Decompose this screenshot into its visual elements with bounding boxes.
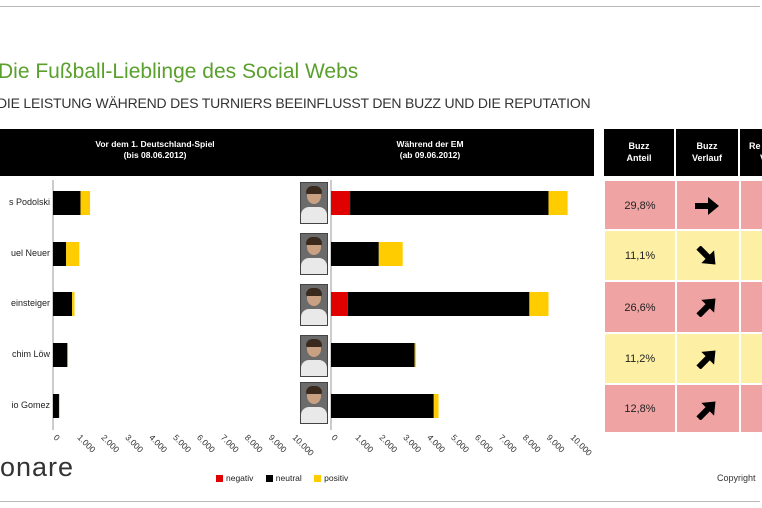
slide-frame — [0, 6, 760, 502]
reputation-cell — [740, 230, 762, 281]
column-header-buzz-share: Buzz Anteil — [604, 129, 674, 176]
player-name: chim Löw — [11, 349, 50, 359]
buzz-share-cell: 26,6% — [604, 281, 676, 333]
column-header-line2: Anteil — [626, 153, 652, 163]
buzz-share-cell: 11,1% — [604, 230, 676, 281]
column-header-line1: Re — [749, 141, 761, 151]
player-name: uel Neuer — [10, 248, 50, 258]
column-header-line1: Buzz — [696, 141, 718, 151]
legend-item-negativ: negativ — [216, 473, 253, 483]
buzz-trend-cell — [676, 180, 740, 230]
page-subtitle: DIE LEISTUNG WÄHREND DES TURNIERS BEEINF… — [0, 95, 591, 111]
player-name: io Gomez — [11, 400, 50, 410]
right-arrow-icon — [695, 197, 719, 215]
player-photo — [300, 335, 328, 377]
legend-item-neutral: neutral — [265, 473, 302, 483]
panel-left-header-line2: (bis 08.06.2012) — [123, 150, 187, 160]
buzz-share-cell: 11,2% — [604, 333, 676, 384]
up-right-arrow-icon — [696, 401, 716, 420]
player-name: s Podolski — [8, 197, 50, 207]
legend: negativ neutral positiv — [216, 473, 358, 483]
column-header-buzz-trend: Buzz Verlauf — [676, 129, 738, 176]
panel-right-header-line1: Während der EM — [396, 139, 464, 149]
copyright-text: Copyright — [717, 473, 756, 483]
panel-left-header-line1: Vor dem 1. Deutschland-Spiel — [95, 139, 215, 149]
reputation-cell — [740, 180, 762, 230]
column-header-line1: Buzz — [628, 141, 650, 151]
buzz-share-cell: 12,8% — [604, 384, 676, 433]
buzz-share-cell: 29,8% — [604, 180, 676, 230]
legend-label: positiv — [324, 473, 349, 483]
reputation-cell — [740, 384, 762, 433]
down-right-arrow-icon — [696, 246, 716, 265]
column-header-reputation: Re V — [740, 129, 762, 176]
buzz-trend-cell — [676, 333, 740, 384]
up-right-arrow-icon — [696, 298, 716, 317]
page-title: Die Fußball-Lieblinge des Social Webs — [0, 60, 359, 83]
buzz-trend-cell — [676, 384, 740, 433]
player-photo — [300, 284, 328, 326]
chart-header-bar: Vor dem 1. Deutschland-Spiel (bis 08.06.… — [0, 129, 594, 176]
legend-item-positiv: positiv — [314, 473, 348, 483]
up-right-arrow-icon — [696, 350, 716, 369]
company-logo-text: onare — [0, 452, 75, 482]
buzz-trend-cell — [676, 281, 740, 333]
reputation-cell — [740, 281, 762, 333]
legend-swatch — [265, 475, 273, 483]
player-photo — [300, 182, 328, 224]
legend-swatch — [314, 475, 322, 483]
panel-left-header: Vor dem 1. Deutschland-Spiel (bis 08.06.… — [60, 139, 250, 161]
legend-label: negativ — [226, 473, 254, 483]
panel-right-header-line2: (ab 09.06.2012) — [399, 150, 461, 160]
player-photo — [300, 233, 328, 275]
player-name: einsteiger — [10, 298, 50, 308]
panel-right-header: Während der EM (ab 09.06.2012) — [355, 139, 505, 161]
buzz-trend-cell — [676, 230, 740, 281]
legend-swatch — [216, 475, 223, 483]
player-photo — [300, 382, 328, 424]
column-header-line2: V — [749, 152, 762, 164]
column-header-line2: Verlauf — [691, 153, 722, 163]
reputation-cell — [740, 333, 762, 384]
legend-label: neutral — [275, 473, 302, 483]
